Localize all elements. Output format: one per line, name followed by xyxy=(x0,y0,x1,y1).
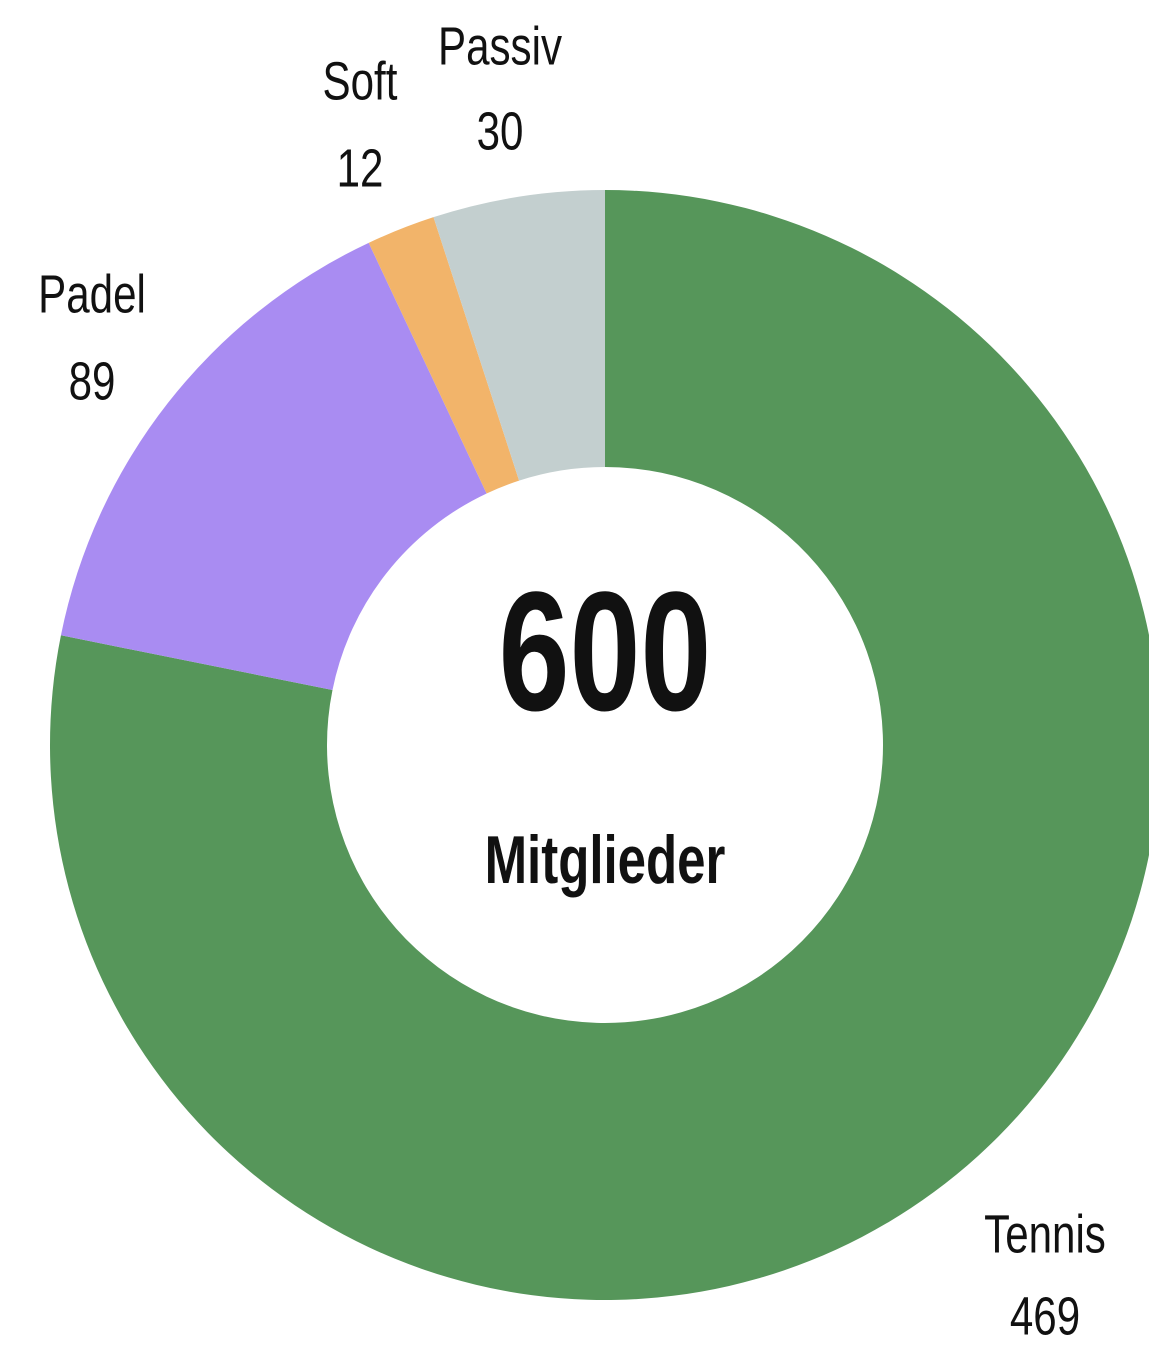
segment-value: 30 xyxy=(477,101,524,161)
center-label: Mitglieder xyxy=(485,822,726,898)
donut-segment xyxy=(50,190,1149,1300)
segment-label: Passiv xyxy=(438,16,563,76)
segment-value: 12 xyxy=(337,138,384,198)
segment-label: Padel xyxy=(38,264,146,324)
segment-label: Tennis xyxy=(984,1204,1106,1264)
donut-segment xyxy=(433,190,605,481)
donut-segment xyxy=(60,242,487,691)
segment-value: 89 xyxy=(69,351,116,411)
center-value: 600 xyxy=(499,556,712,746)
segment-value: 469 xyxy=(1010,1286,1080,1346)
donut-segment xyxy=(368,217,520,494)
segment-label: Soft xyxy=(323,51,398,111)
